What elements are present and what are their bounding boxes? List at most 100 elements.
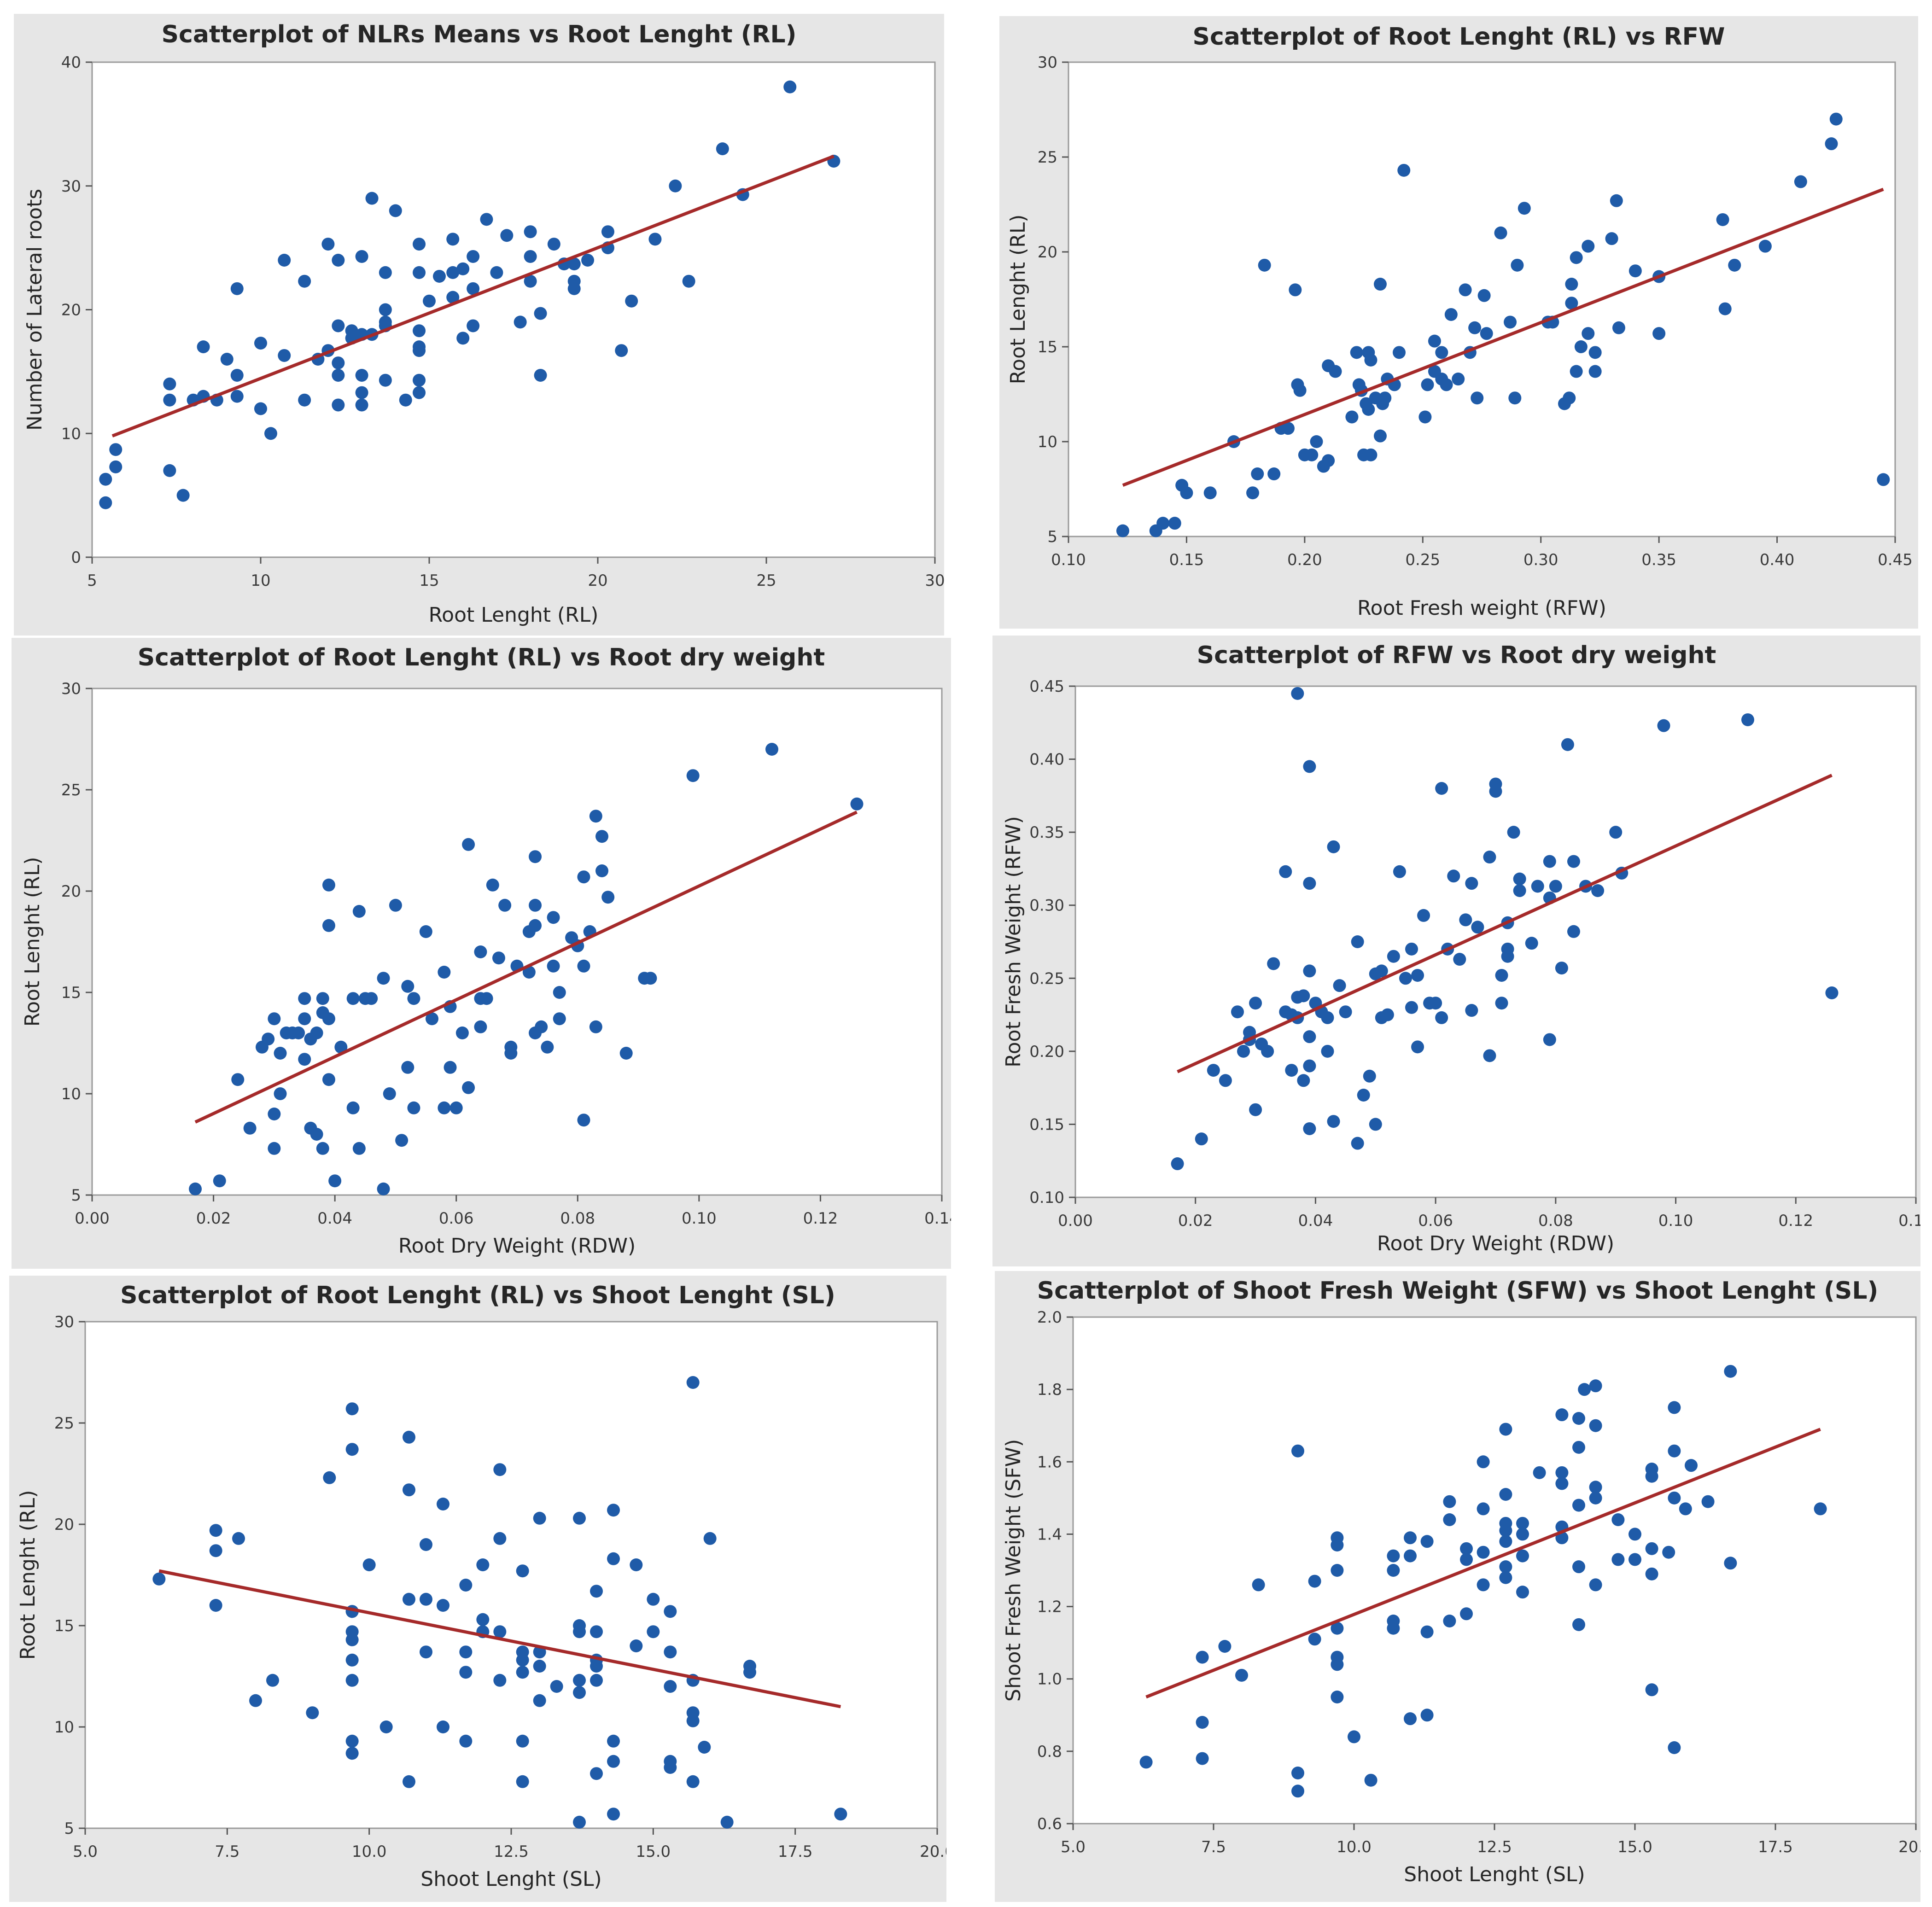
data-point [625, 294, 638, 308]
y-tick-label: 0.30 [1029, 897, 1064, 915]
data-point [581, 254, 595, 267]
data-point [332, 368, 345, 382]
data-point [176, 489, 190, 502]
data-point [345, 1674, 359, 1687]
data-point [1468, 321, 1482, 334]
data-point [377, 972, 390, 985]
data-point [1724, 1365, 1737, 1378]
data-point [1465, 1004, 1478, 1017]
y-tick-label: 1.2 [1037, 1598, 1062, 1616]
fit-line [158, 1569, 841, 1709]
data-point [1794, 175, 1807, 188]
x-tick-label: 10.0 [1337, 1838, 1372, 1856]
data-point [254, 337, 267, 350]
data-point [163, 393, 176, 407]
data-point [1543, 855, 1556, 868]
data-point [1327, 840, 1340, 853]
data-point [413, 266, 426, 279]
x-tick-label: 0.06 [1418, 1212, 1453, 1230]
data-point [1345, 410, 1359, 424]
data-point [379, 266, 392, 279]
data-point [230, 368, 244, 382]
data-point [573, 1686, 586, 1699]
data-point [1628, 1553, 1641, 1566]
data-point [1435, 346, 1448, 359]
data-point [1207, 1064, 1220, 1077]
data-point [1825, 986, 1839, 999]
data-point [541, 1040, 554, 1054]
data-point [1447, 869, 1460, 883]
data-point [1877, 473, 1890, 486]
data-point [601, 891, 615, 904]
data-point [403, 1430, 415, 1444]
y-axis-label: Shoot Fresh Weight (SFW) [1002, 1439, 1025, 1702]
data-point [1411, 1040, 1424, 1054]
data-point [834, 1808, 847, 1821]
data-point [1716, 213, 1729, 226]
data-point [420, 1592, 432, 1606]
plot-area [1072, 1316, 1917, 1825]
data-point [1561, 738, 1574, 751]
data-point [765, 743, 778, 756]
data-point [264, 427, 277, 440]
data-point [407, 992, 420, 1005]
data-point [1477, 1502, 1490, 1516]
data-point [322, 1012, 335, 1026]
data-point [1196, 1716, 1209, 1729]
y-tick-label: 5 [1047, 528, 1057, 546]
data-point [254, 402, 267, 415]
chart-panel-2: Scatterplot of Root Lenght (RL) vs RFW 0.… [999, 16, 1918, 629]
data-point [152, 1572, 166, 1586]
data-point [1513, 884, 1526, 897]
data-point [1668, 1444, 1681, 1458]
x-tick-label: 15.0 [1617, 1838, 1652, 1856]
data-point [1364, 448, 1377, 461]
data-point [403, 1775, 415, 1788]
data-point [306, 1706, 319, 1720]
data-point [407, 1101, 420, 1114]
data-point [1516, 1516, 1529, 1530]
data-point [1195, 1132, 1208, 1146]
y-tick-label: 0.25 [1029, 969, 1064, 988]
data-point [573, 1625, 586, 1639]
data-point [1582, 239, 1595, 253]
data-point [1494, 226, 1507, 239]
data-point [595, 830, 608, 843]
data-point [249, 1694, 262, 1707]
data-point [1555, 962, 1568, 975]
y-axis-label: Root Lenght (RL) [1006, 215, 1030, 385]
data-point [682, 274, 695, 288]
data-point [1567, 855, 1580, 868]
data-point [438, 1101, 451, 1114]
data-point [664, 1645, 677, 1659]
data-point [547, 911, 560, 924]
data-point [1291, 687, 1304, 700]
x-tick-label: 10 [251, 572, 270, 590]
data-point [1404, 1712, 1417, 1726]
data-point [476, 1558, 490, 1571]
data-point [647, 1625, 660, 1639]
data-point [420, 1538, 432, 1551]
data-point [1657, 719, 1670, 732]
data-point [1303, 1030, 1316, 1044]
y-tick-label: 30 [61, 177, 81, 196]
data-point [298, 1012, 311, 1026]
data-point [1291, 1767, 1304, 1779]
data-point [355, 250, 368, 263]
data-point [1303, 964, 1316, 978]
data-point [720, 1815, 734, 1829]
data-point [322, 878, 335, 892]
data-point [266, 1674, 279, 1687]
data-point [362, 1558, 376, 1571]
data-point [1612, 321, 1625, 334]
data-point [493, 1625, 507, 1639]
data-point [1116, 524, 1129, 537]
data-point [467, 282, 480, 295]
data-point [321, 238, 335, 251]
data-point [1331, 1621, 1344, 1635]
x-tick-label: 20.0 [1898, 1838, 1920, 1856]
data-point [490, 266, 503, 279]
y-tick-label: 10 [54, 1718, 74, 1737]
data-point [647, 1592, 660, 1606]
data-point [1504, 315, 1517, 329]
